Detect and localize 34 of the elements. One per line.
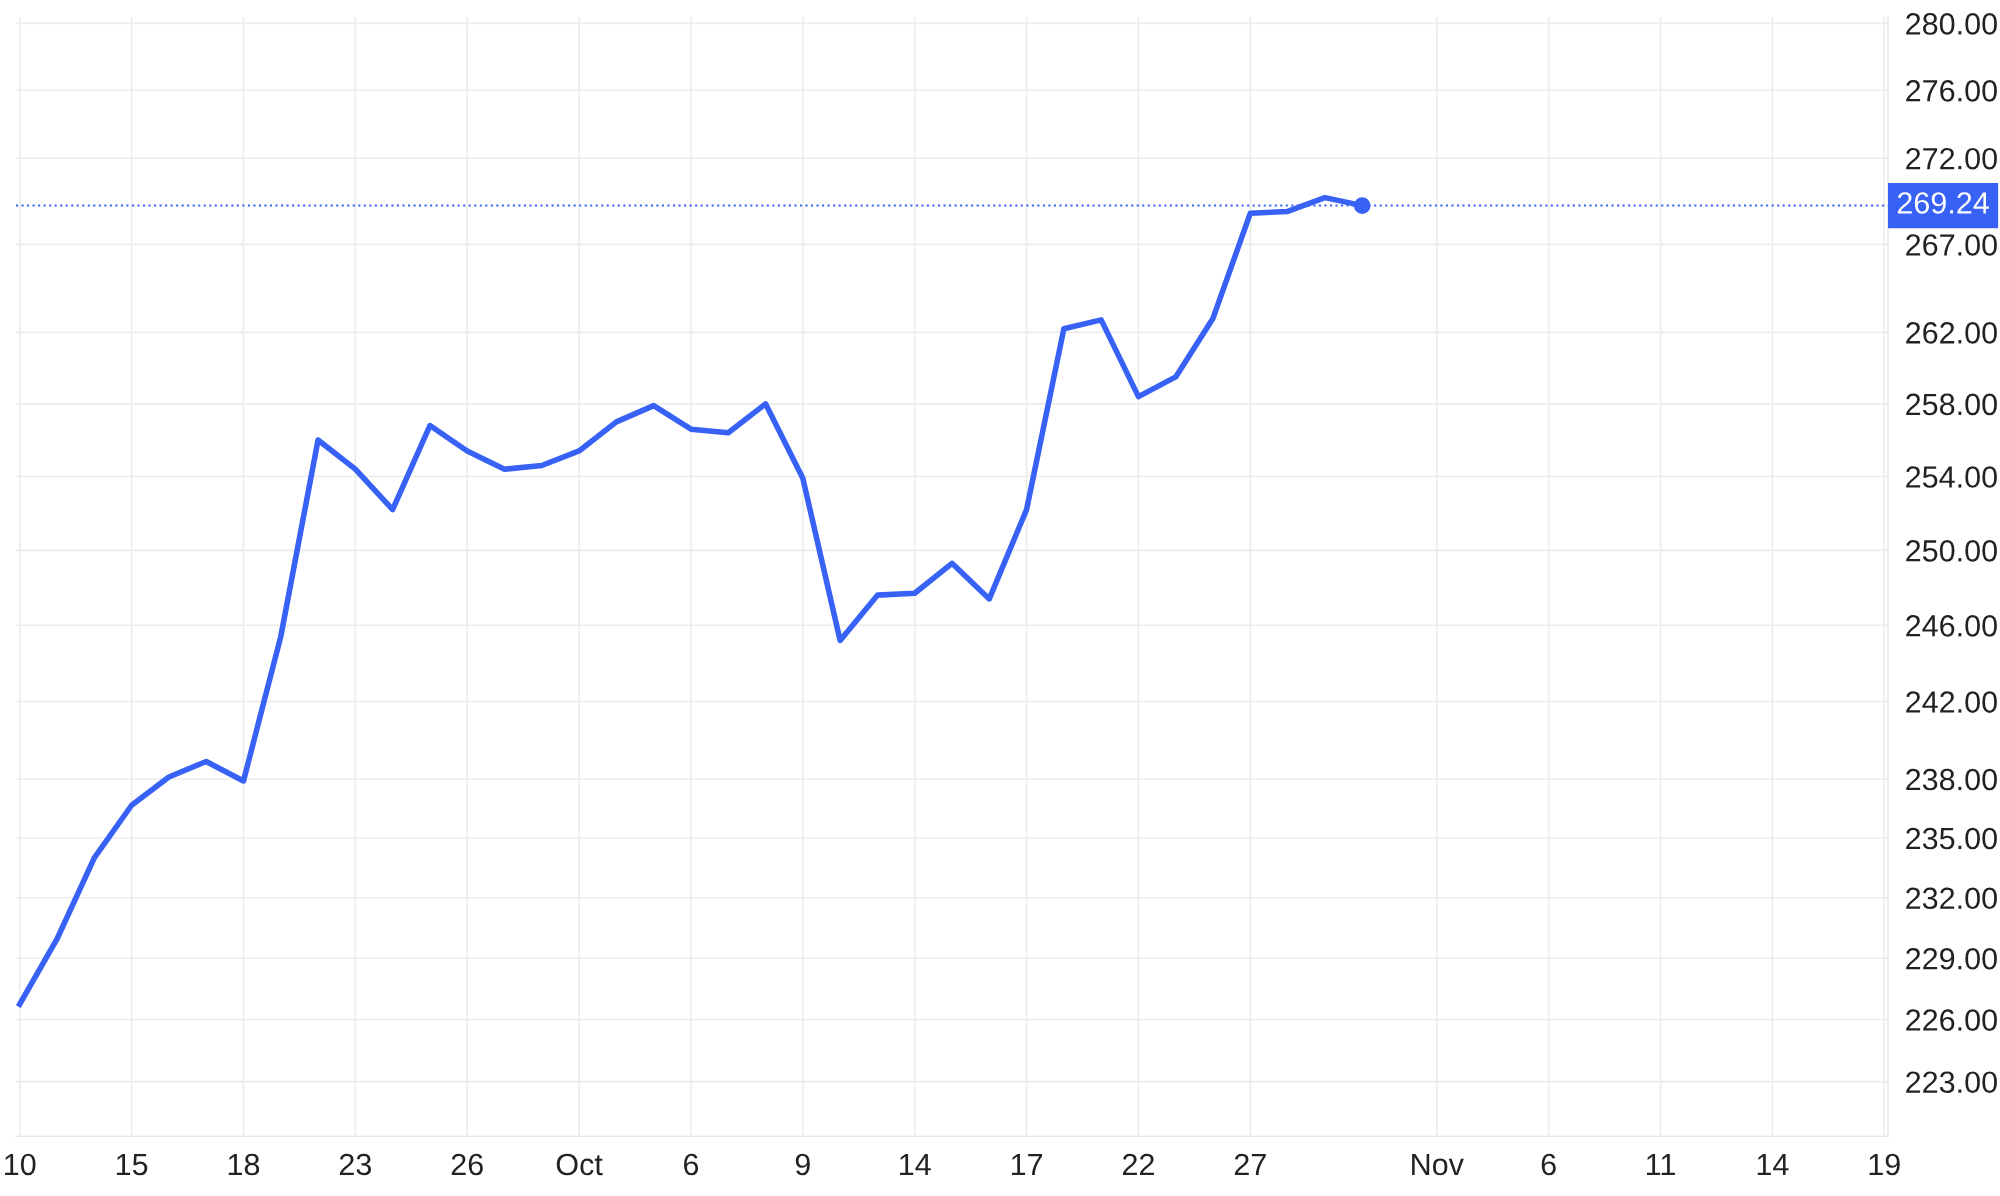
y-tick-label: 242.00 bbox=[1906, 691, 1997, 713]
x-tick-label: 19 bbox=[1869, 1153, 1900, 1176]
y-tick-label: 229.00 bbox=[1906, 947, 1997, 970]
x-tick-label: Nov bbox=[1412, 1153, 1464, 1176]
x-tick-label: 22 bbox=[1123, 1153, 1154, 1176]
x-tick-label: 26 bbox=[451, 1153, 483, 1176]
x-tick-label: 23 bbox=[339, 1153, 371, 1176]
y-tick-label: 246.00 bbox=[1906, 615, 1997, 637]
ref-line-label: 269.24 bbox=[1897, 192, 1989, 214]
x-tick-label: 9 bbox=[795, 1153, 810, 1176]
y-tick-label: 226.00 bbox=[1906, 1009, 1997, 1031]
x-tick-label: 17 bbox=[1011, 1153, 1043, 1176]
y-tick-label: 223.00 bbox=[1906, 1071, 1997, 1094]
y-tick-label: 238.00 bbox=[1906, 768, 1997, 791]
x-tick-label: 11 bbox=[1646, 1153, 1675, 1176]
y-tick-label: 232.00 bbox=[1906, 887, 1997, 910]
x-tick-label: 10 bbox=[5, 1153, 36, 1176]
x-tick-label: 14 bbox=[900, 1153, 931, 1176]
y-tick-label: 280.00 bbox=[1906, 13, 1997, 35]
x-tick-label: 6 bbox=[1541, 1153, 1556, 1176]
x-tick-label: Oct bbox=[556, 1153, 603, 1176]
y-tick-label: 262.00 bbox=[1906, 322, 1997, 344]
x-tick-label: 15 bbox=[116, 1153, 148, 1176]
x-tick-label: 18 bbox=[228, 1153, 260, 1176]
y-tick-label: 235.00 bbox=[1906, 827, 1997, 850]
x-tick-label: 6 bbox=[684, 1153, 699, 1176]
x-tick-label: 14 bbox=[1757, 1153, 1789, 1176]
y-tick-label: 258.00 bbox=[1906, 393, 1997, 416]
y-tick-label: 267.00 bbox=[1906, 234, 1997, 256]
y-tick-label: 272.00 bbox=[1906, 147, 1997, 170]
y-tick-label: 250.00 bbox=[1906, 540, 1997, 562]
x-tick-label: 27 bbox=[1234, 1153, 1266, 1176]
y-tick-label: 254.00 bbox=[1906, 466, 1997, 488]
y-tick-label: 276.00 bbox=[1906, 80, 1997, 102]
